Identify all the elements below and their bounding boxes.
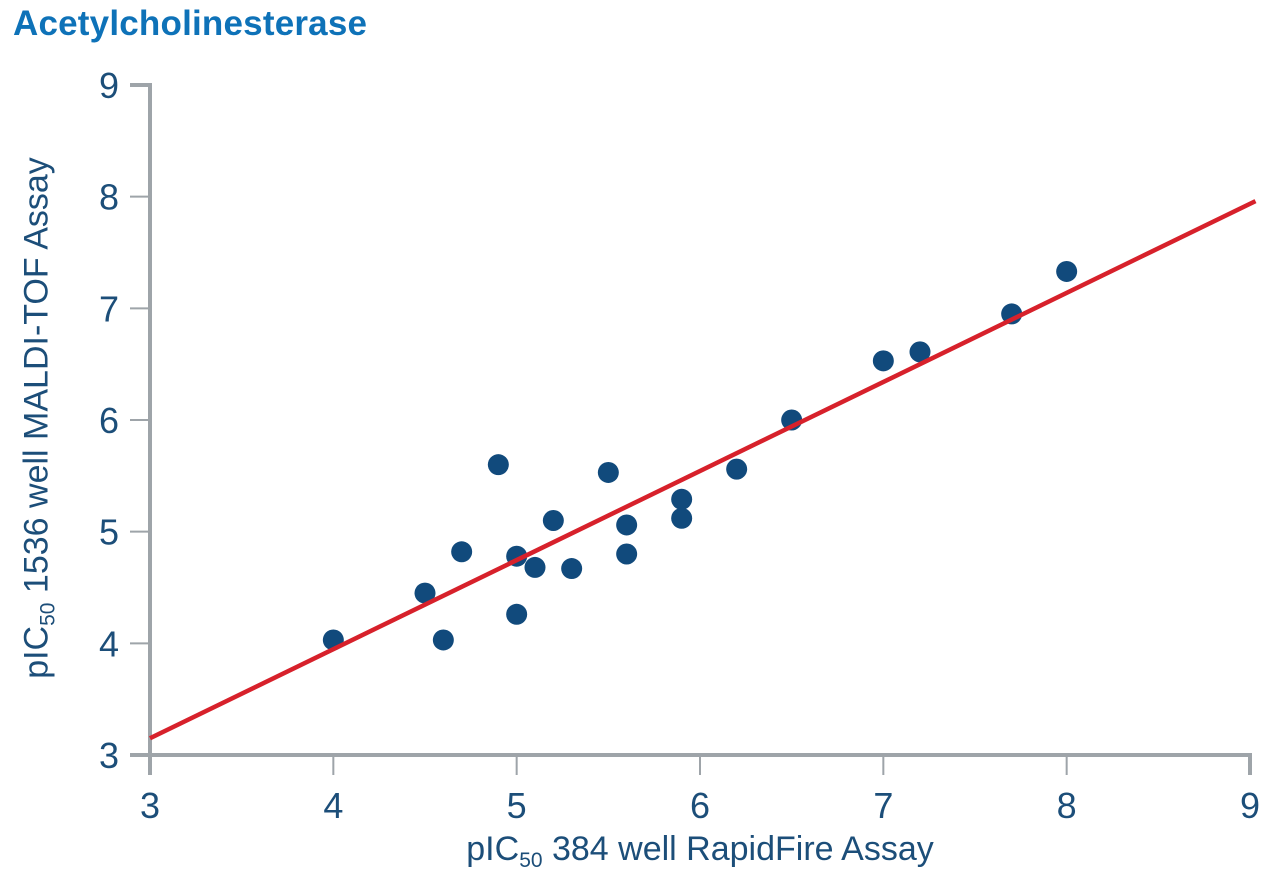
y-axis-spine — [130, 83, 152, 775]
data-point — [597, 461, 619, 483]
x-axis-title-subscript: 50 — [519, 849, 543, 873]
x-tick-label: 7 — [873, 785, 893, 826]
data-point — [616, 514, 638, 536]
data-point — [506, 603, 528, 625]
x-tick-label: 5 — [507, 785, 527, 826]
x-tick-label: 3 — [140, 785, 160, 826]
data-point — [487, 454, 509, 476]
data-point — [432, 629, 454, 651]
data-point — [542, 510, 564, 531]
y-axis-title: pIC50 1536 well MALDI-TOF Assay — [17, 157, 60, 679]
y-axis-title-subscript: 50 — [36, 602, 60, 626]
y-tick-label: 4 — [99, 623, 119, 664]
data-point — [616, 543, 638, 565]
x-tick-label: 6 — [690, 785, 710, 826]
y-tick-label: 7 — [99, 288, 119, 329]
chart-title: Acetylcholinesterase — [13, 4, 368, 43]
x-axis-title: pIC50 384 well RapidFire Assay — [150, 830, 1250, 873]
x-axis-title-rest: 384 well RapidFire Assay — [542, 830, 934, 868]
data-point — [561, 558, 583, 580]
y-tick-label: 6 — [99, 400, 119, 441]
y-tick-label: 5 — [99, 512, 119, 553]
y-axis-title-rest: 1536 well MALDI-TOF Assay — [17, 157, 56, 603]
data-point — [726, 458, 748, 480]
data-point — [524, 556, 546, 578]
data-point — [909, 341, 931, 363]
data-point — [671, 507, 693, 529]
y-tick-label: 3 — [99, 735, 119, 776]
x-tick-label: 8 — [1057, 785, 1077, 826]
x-axis-title-prefix: pIC — [466, 830, 520, 868]
y-axis-title-prefix: pIC — [17, 625, 56, 679]
x-tick-label: 9 — [1240, 785, 1260, 826]
y-tick-label: 9 — [99, 65, 119, 106]
data-point — [451, 541, 473, 563]
trend-line — [149, 199, 1257, 741]
data-point — [1056, 260, 1078, 282]
y-tick-label: 8 — [99, 177, 119, 218]
data-point — [872, 350, 894, 372]
x-tick-label: 4 — [323, 785, 343, 826]
data-point — [414, 582, 436, 604]
data-point — [671, 488, 693, 510]
x-axis-spine — [130, 753, 1252, 775]
